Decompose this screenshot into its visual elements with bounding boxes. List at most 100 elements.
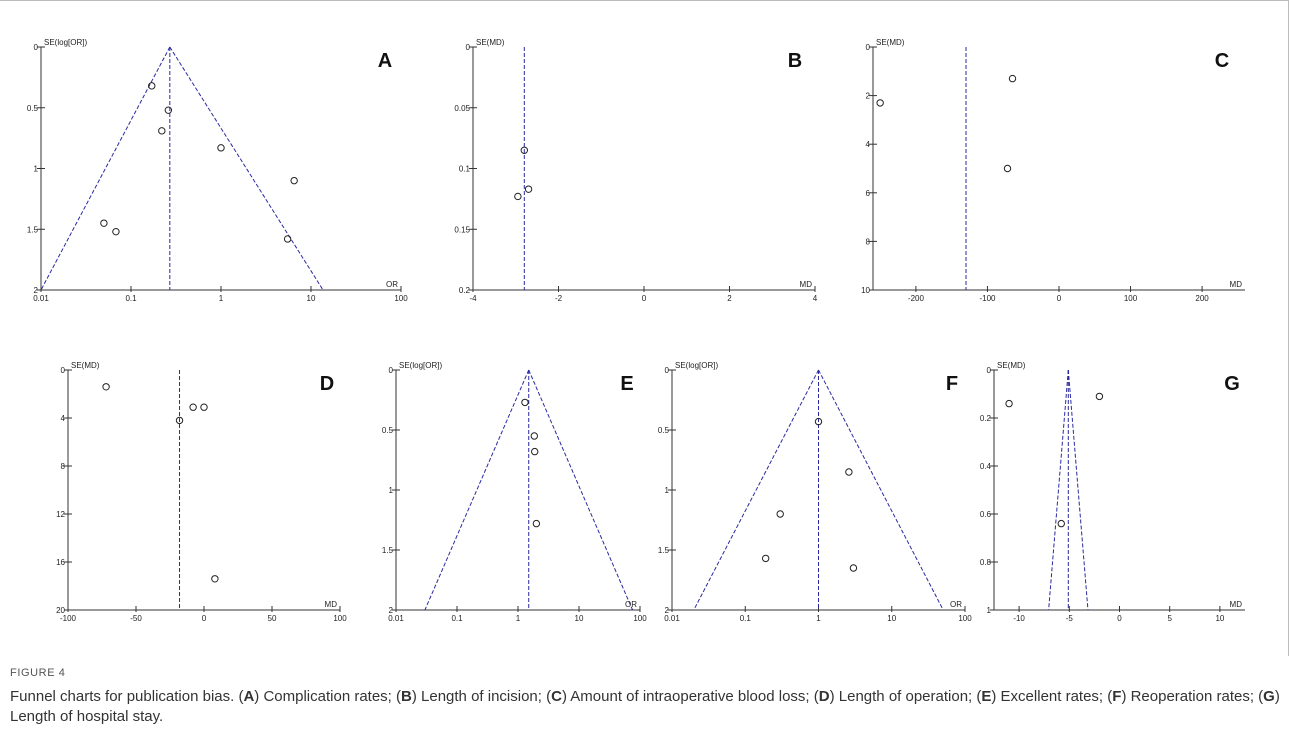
panel-letter: D bbox=[320, 373, 334, 395]
caption-segment: ) Complication rates; ( bbox=[254, 688, 402, 705]
panel-letter: A bbox=[378, 50, 392, 72]
funnel-chart-d: 0 4 8 12 16 20-100 -50 0 50 100 SE(MD) MD D bbox=[56, 361, 347, 623]
data-point bbox=[521, 398, 529, 407]
funnel-chart-f: 0 0.5 1 1.5 20.01 0.1 1 10 100 SE(log[OR]) OR F bbox=[658, 361, 972, 623]
x-tick-label: 100 bbox=[633, 614, 647, 623]
y-tick-label: 4 bbox=[61, 414, 66, 423]
panel-letter: G bbox=[1224, 373, 1240, 395]
y-tick-label: 1.5 bbox=[658, 546, 670, 555]
y-tick-label: 6 bbox=[866, 189, 871, 198]
y-tick-label: 0.2 bbox=[980, 414, 992, 423]
data-point bbox=[211, 575, 219, 583]
y-tick-label: 0.5 bbox=[382, 426, 394, 435]
x-tick-label: 100 bbox=[333, 614, 347, 623]
caption-panel-letter: B bbox=[401, 688, 412, 705]
data-point bbox=[532, 519, 541, 528]
figure-label: FIGURE 4 bbox=[10, 667, 66, 679]
x-tick-label: 1 bbox=[516, 614, 521, 623]
y-tick-label: 2 bbox=[866, 92, 871, 101]
data-point bbox=[761, 554, 770, 563]
y-tick-label: 0.2 bbox=[459, 286, 471, 295]
x-axis-label: MD bbox=[1230, 600, 1243, 609]
y-tick-label: 2 bbox=[34, 286, 39, 295]
y-tick-label: 1 bbox=[665, 486, 670, 495]
x-tick-label: 0 bbox=[202, 614, 207, 623]
funnel-chart-c: 0 2 4 6 8 10 -200 -100 0 100 200 SE(MD) MD C bbox=[861, 38, 1245, 303]
y-axis-label: SE(log[OR]) bbox=[44, 38, 87, 47]
x-tick-label: -100 bbox=[60, 614, 77, 623]
x-tick-label: 0 bbox=[1057, 294, 1062, 303]
x-tick-label: -200 bbox=[908, 294, 925, 303]
x-axis-label: OR bbox=[950, 600, 962, 609]
funnel-left-limit bbox=[1048, 369, 1069, 611]
x-tick-label: 4 bbox=[813, 294, 818, 303]
data-point bbox=[845, 468, 853, 476]
y-tick-label: 2 bbox=[389, 606, 394, 615]
funnel-right-limit bbox=[169, 46, 324, 291]
y-axis-label: SE(MD) bbox=[876, 38, 905, 47]
caption-panel-letter: G bbox=[1263, 688, 1275, 705]
panel-letter: F bbox=[946, 373, 958, 395]
y-axis-label: SE(log[OR]) bbox=[399, 361, 442, 370]
data-point bbox=[1003, 164, 1012, 173]
y-tick-label: 0 bbox=[665, 366, 670, 375]
y-tick-label: 1 bbox=[34, 165, 39, 174]
y-tick-label: 0.4 bbox=[980, 462, 992, 471]
y-tick-label: 0.5 bbox=[27, 104, 39, 113]
funnel-right-limit bbox=[1067, 369, 1089, 611]
data-point bbox=[531, 447, 539, 456]
data-point bbox=[814, 417, 823, 426]
caption-panel-letter: F bbox=[1112, 688, 1122, 705]
data-point bbox=[148, 82, 156, 90]
x-tick-label: 100 bbox=[1124, 294, 1138, 303]
y-axis-label: SE(MD) bbox=[71, 361, 100, 370]
x-tick-label: 10 bbox=[575, 614, 584, 623]
x-axis-label: MD bbox=[1230, 280, 1243, 289]
data-point bbox=[290, 176, 298, 185]
funnel-left-limit bbox=[424, 369, 530, 611]
figure-caption: FIGURE 4 Funnel charts for publication b… bbox=[10, 667, 1280, 727]
y-tick-label: 8 bbox=[61, 462, 66, 471]
data-point bbox=[776, 510, 784, 518]
x-tick-label: 10 bbox=[1215, 614, 1224, 623]
y-tick-label: 0.15 bbox=[454, 225, 470, 234]
data-point bbox=[514, 192, 522, 201]
caption-segment: Funnel charts for publication bias. ( bbox=[10, 688, 244, 705]
data-point bbox=[217, 144, 225, 152]
data-point bbox=[524, 185, 533, 193]
data-point bbox=[283, 235, 292, 243]
x-tick-label: 0.1 bbox=[740, 614, 752, 623]
y-tick-label: 2 bbox=[665, 606, 670, 615]
x-axis-label: OR bbox=[386, 280, 398, 289]
y-tick-label: 4 bbox=[866, 140, 871, 149]
caption-segment: ) Length of operation; ( bbox=[829, 688, 982, 705]
funnel-right-limit bbox=[818, 369, 944, 611]
x-tick-label: -2 bbox=[555, 294, 563, 303]
y-tick-label: 0 bbox=[34, 43, 39, 52]
funnel-chart-e: 0 0.5 1 1.5 20.01 0.1 1 10 100 SE(log[OR]) OR E bbox=[382, 361, 647, 623]
x-axis-label: MD bbox=[325, 600, 338, 609]
y-tick-label: 0 bbox=[61, 366, 66, 375]
panel-letter: B bbox=[788, 50, 802, 72]
caption-segment: ) Amount of intraoperative blood loss; ( bbox=[561, 688, 819, 705]
data-point bbox=[849, 564, 858, 572]
y-tick-label: 10 bbox=[861, 286, 870, 295]
x-tick-label: 0.01 bbox=[388, 614, 404, 623]
y-axis-label: SE(MD) bbox=[476, 38, 505, 47]
y-tick-label: 1.5 bbox=[27, 225, 39, 234]
caption-panel-letter: C bbox=[551, 688, 562, 705]
x-tick-label: 10 bbox=[307, 294, 316, 303]
funnel-chart-a: 0 0.5 1 1.5 20.01 0.1 1 10 100 SE(log[OR]) OR A bbox=[27, 38, 408, 303]
data-point bbox=[1008, 74, 1017, 83]
caption-panel-letter: A bbox=[243, 688, 255, 705]
funnel-left-limit bbox=[40, 46, 171, 291]
x-tick-label: 0.1 bbox=[125, 294, 137, 303]
x-tick-label: 100 bbox=[394, 294, 408, 303]
x-tick-label: -5 bbox=[1066, 614, 1074, 623]
x-tick-label: -10 bbox=[1013, 614, 1025, 623]
y-tick-label: 16 bbox=[56, 558, 65, 567]
y-tick-label: 0.1 bbox=[459, 165, 471, 174]
x-tick-label: -4 bbox=[469, 294, 477, 303]
y-tick-label: 0 bbox=[466, 43, 471, 52]
x-tick-label: 2 bbox=[727, 294, 732, 303]
